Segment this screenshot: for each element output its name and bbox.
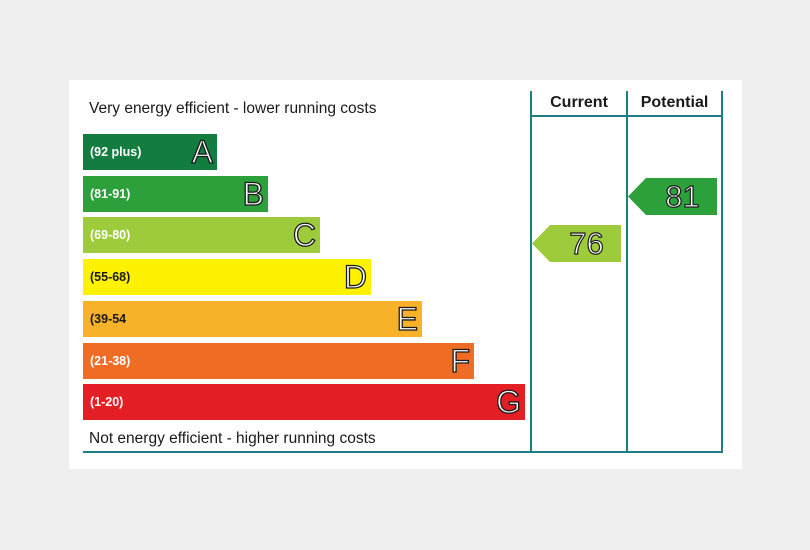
band-d-letter: D [343, 258, 367, 295]
band-b-letter: B [242, 175, 265, 212]
baseline-rule [83, 451, 723, 453]
current-rating-arrow: 76 [532, 225, 621, 262]
band-c-letter: C [292, 216, 316, 253]
band-e-range: (39-54 [90, 312, 127, 326]
band-d: (55-68) D [83, 258, 371, 296]
band-g-letter: G [495, 383, 521, 420]
band-g-range: (1-20) [90, 395, 124, 409]
potential-rating-value: 81 [665, 178, 701, 214]
band-a-letter: A [191, 133, 214, 170]
band-f-range: (21-38) [90, 354, 131, 368]
band-b-range: (81-91) [90, 187, 131, 201]
current-column-header: Current [550, 94, 608, 111]
header-rule [530, 115, 723, 117]
potential-rating-arrow: 81 [628, 178, 717, 215]
band-a: (92 plus) A [83, 133, 217, 171]
bottom-caption: Not energy efficient - higher running co… [89, 430, 376, 447]
potential-column-header: Potential [640, 94, 709, 111]
band-e: (39-54 E [83, 300, 422, 338]
band-g: (1-20) G [83, 383, 525, 421]
band-e-letter: E [396, 300, 419, 337]
current-rating-value: 76 [569, 225, 605, 261]
band-c: (69-80) C [83, 216, 320, 254]
column-divider-middle [626, 91, 628, 453]
column-divider-left [530, 91, 532, 453]
column-divider-right [721, 91, 723, 453]
band-d-range: (55-68) [90, 270, 131, 284]
top-caption: Very energy efficient - lower running co… [89, 100, 377, 117]
band-f: (21-38) F [83, 342, 474, 380]
band-a-range: (92 plus) [90, 145, 142, 159]
band-b: (81-91) B [83, 175, 268, 213]
band-f-letter: F [450, 342, 471, 379]
band-c-range: (69-80) [90, 228, 131, 242]
